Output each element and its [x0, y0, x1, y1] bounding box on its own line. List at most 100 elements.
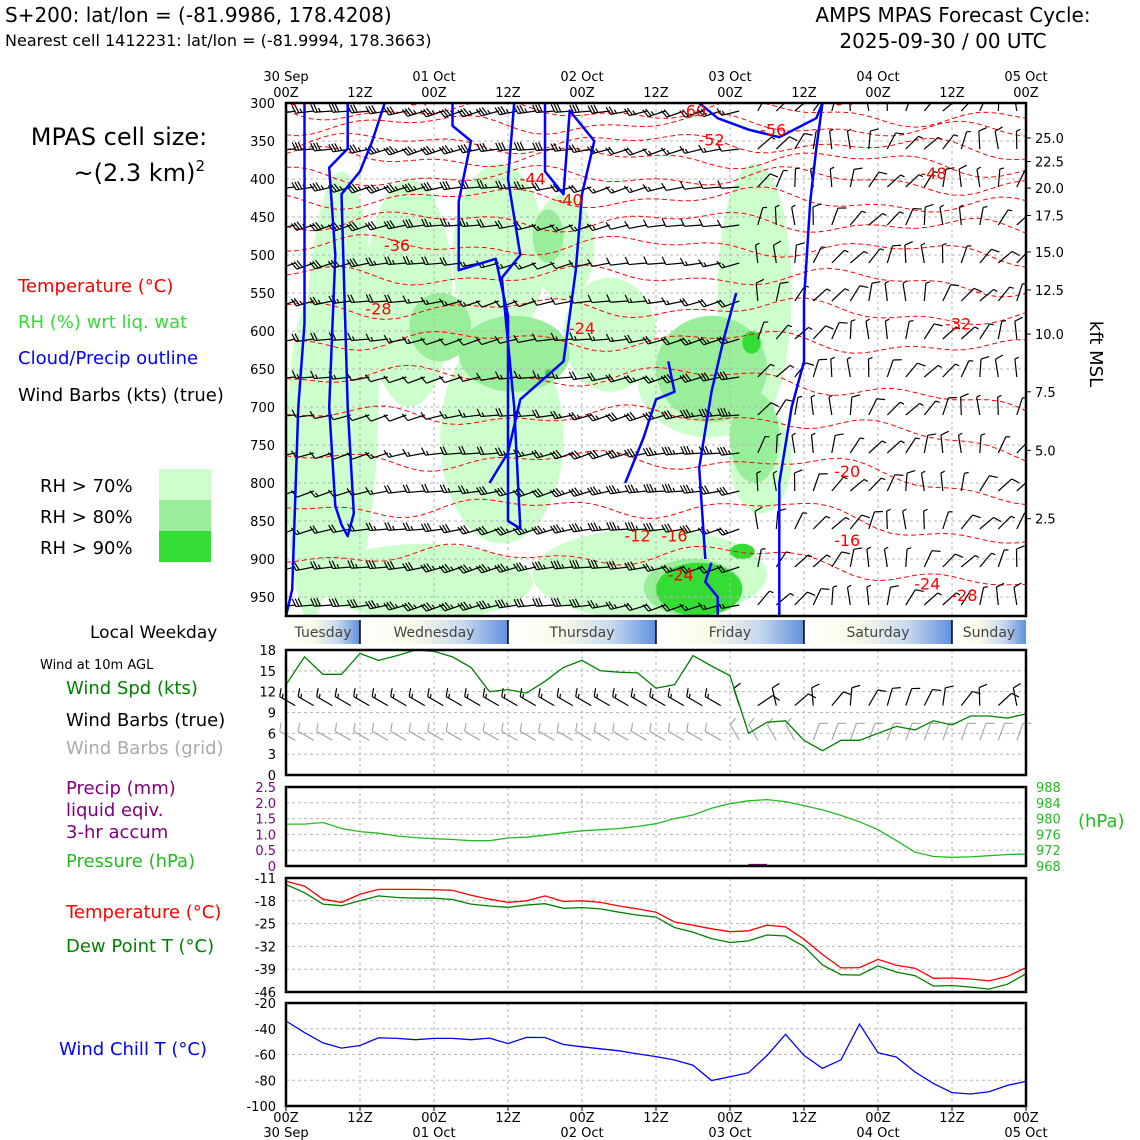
upper-wind-barb: [923, 323, 943, 340]
barb-half-flag: [592, 336, 596, 341]
barb-flag: [276, 599, 280, 607]
upper-wind-barb: [979, 516, 1002, 530]
barb-flag: [421, 218, 426, 227]
barb-flag: [331, 560, 337, 569]
upper-wind-barb: [457, 373, 481, 382]
barb-half-flag: [632, 377, 636, 382]
upper-wind-barb: [775, 169, 788, 188]
upper-wind-barb: [605, 485, 629, 495]
barb-flag: [611, 449, 618, 457]
barb-half-flag: [407, 298, 411, 304]
barb-flag: [722, 446, 728, 455]
upper-wind-barb: [661, 182, 684, 192]
barb-staff: [353, 730, 370, 741]
temperature-contour: [286, 264, 1026, 298]
upper-wind-barb: [605, 560, 629, 570]
barb-staff: [757, 136, 772, 150]
upper-wind-barb: [756, 470, 762, 492]
barb-flag: [401, 148, 409, 156]
upper-wind-barb: [997, 167, 1005, 188]
barb-flag: [569, 104, 574, 113]
upper-wind-barb: [365, 522, 388, 532]
barb-half-flag: [826, 288, 831, 292]
barb-staff: [886, 174, 902, 188]
temperature-labels: -64 -64-60-56-52-64-48-44-40-36-28-24 -32-…: [286, 102, 977, 605]
barb-flag: [383, 107, 390, 116]
upper-wind-barb: [587, 486, 610, 496]
barb-half-flag: [958, 432, 963, 436]
barb-flag: [892, 244, 902, 247]
barb-flag: [553, 560, 559, 569]
barb-staff: [591, 604, 610, 609]
barb-flag: [426, 602, 433, 610]
barb-flag: [498, 180, 503, 189]
upper-wind-barb: [624, 256, 647, 266]
temperature-contour-label: -20: [834, 462, 860, 481]
barb-flag: [649, 688, 652, 697]
bottom-date-label: 04 Oct: [856, 1126, 899, 1140]
barb-half-flag: [281, 602, 283, 606]
upper-wind-barb: [794, 395, 803, 416]
barb-flag: [309, 261, 316, 270]
barb-staff: [757, 436, 766, 454]
barb-staff: [704, 730, 722, 741]
barb-flag: [611, 485, 617, 494]
barb-staff: [1016, 439, 1026, 454]
barb-staff: [757, 321, 765, 340]
upper-wind-barb: [494, 526, 518, 536]
upper-wind-barb: [531, 561, 555, 571]
barb-half-flag: [884, 546, 889, 550]
barb-half-flag: [555, 336, 559, 341]
barb-half-flag: [425, 450, 429, 456]
barb-staff: [960, 131, 968, 150]
barb-flag: [460, 485, 466, 494]
barb-staff: [831, 249, 845, 264]
upper-wind-barb: [942, 326, 961, 340]
barb-flag: [940, 430, 949, 436]
barb-half-flag: [756, 470, 762, 474]
barb-flag: [482, 142, 488, 151]
upper-wind-barb: [513, 180, 536, 190]
barb-half-flag: [989, 323, 994, 326]
barb-flag: [291, 409, 297, 418]
upper-wind-barb: [310, 142, 333, 152]
upper-wind-barb: [457, 143, 481, 154]
barb-flag: [407, 183, 414, 191]
barb-half-flag: [595, 415, 599, 420]
upper-wind-barb: [624, 561, 647, 571]
temperature-contour-label: -60: [680, 102, 706, 121]
barb-flag: [312, 260, 319, 269]
upper-wind-barb: [457, 107, 481, 118]
barb-half-flag: [923, 508, 928, 512]
barb-half-flag: [561, 527, 565, 532]
barb-flag: [420, 376, 427, 384]
barb-half-flag: [466, 693, 469, 699]
top-tick-label: 12Z: [939, 86, 965, 101]
cloud-outline: [451, 103, 522, 530]
barb-flag: [789, 136, 798, 142]
grid-wind-barb: [979, 722, 995, 741]
barb-flag: [534, 489, 541, 497]
barb-flag: [645, 375, 652, 383]
barb-half-flag: [407, 451, 411, 457]
cross-section-panel: -64 -64-60-56-52-64-48-44-40-36-28-24 -32-…: [250, 97, 1106, 618]
barb-staff: [370, 452, 388, 460]
barb-flag: [352, 257, 359, 266]
barb-flag: [438, 338, 446, 346]
barb-flag: [589, 412, 597, 421]
upper-wind-barb: [905, 437, 920, 454]
barb-flag: [404, 602, 412, 611]
barb-flag: [608, 146, 615, 155]
temperature-contour: [286, 132, 1026, 161]
barb-flag: [475, 527, 483, 536]
barb-flag: [297, 141, 303, 151]
barb-staff: [406, 262, 425, 265]
barb-flag: [310, 104, 315, 113]
barb-flag: [294, 562, 300, 571]
upper-wind-barb: [942, 134, 959, 150]
barb-staff: [591, 338, 610, 342]
upper-wind-barb: [716, 371, 740, 381]
upper-wind-barb: [716, 107, 740, 116]
barb-staff: [886, 510, 888, 530]
barb-flag: [293, 297, 300, 306]
